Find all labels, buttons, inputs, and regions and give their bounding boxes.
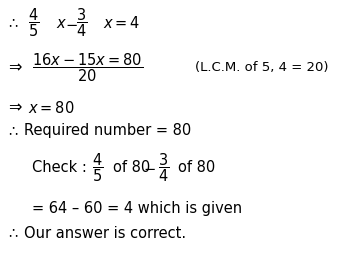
Text: ∴: ∴ [8, 225, 17, 240]
Text: ∴: ∴ [8, 16, 17, 31]
Text: Our answer is correct.: Our answer is correct. [24, 225, 186, 240]
Text: Check :: Check : [32, 160, 87, 175]
Text: = 64 – 60 = 4 which is given: = 64 – 60 = 4 which is given [32, 200, 242, 215]
Text: ⇒: ⇒ [8, 100, 21, 115]
Text: $-$: $-$ [143, 160, 156, 175]
Text: ⇒: ⇒ [8, 60, 21, 75]
Text: $x = 80$: $x = 80$ [28, 100, 75, 116]
Text: $x = 4$: $x = 4$ [103, 15, 140, 31]
Text: $\dfrac{4}{5}$: $\dfrac{4}{5}$ [92, 152, 103, 184]
Text: $\dfrac{16x - 15x = 80}{20}$: $\dfrac{16x - 15x = 80}{20}$ [32, 52, 143, 84]
Text: $x$: $x$ [56, 16, 67, 31]
Text: (L.C.M. of 5, 4 = 20): (L.C.M. of 5, 4 = 20) [195, 62, 328, 74]
Text: ∴: ∴ [8, 124, 17, 139]
Text: $-$: $-$ [65, 16, 78, 31]
Text: $\dfrac{3}{4}$: $\dfrac{3}{4}$ [76, 7, 87, 39]
Text: of 80: of 80 [178, 160, 215, 175]
Text: $\dfrac{4}{5}$: $\dfrac{4}{5}$ [28, 7, 39, 39]
Text: $\dfrac{3}{4}$: $\dfrac{3}{4}$ [158, 152, 169, 184]
Text: of 80: of 80 [113, 160, 150, 175]
Text: Required number = 80: Required number = 80 [24, 124, 191, 139]
